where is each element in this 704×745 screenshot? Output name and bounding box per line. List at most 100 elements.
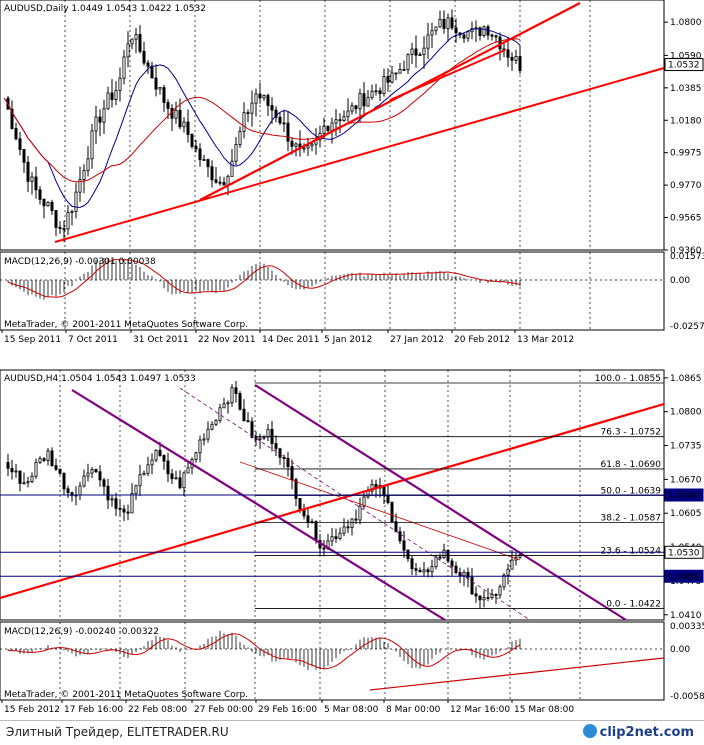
candle [394, 521, 398, 533]
candle [126, 511, 130, 514]
channel-upper [254, 384, 627, 621]
candle [26, 481, 30, 484]
candle [270, 105, 274, 111]
candle [34, 461, 38, 477]
candle [154, 77, 158, 90]
chart-header: AUDUSD,Daily 1.0449 1.0543 1.0422 1.0532 [4, 4, 206, 14]
candle [482, 597, 486, 601]
candle [226, 402, 230, 405]
fib-level-label: 38.2 - 1.0587 [601, 514, 662, 524]
candle [510, 56, 514, 61]
candle [30, 475, 34, 483]
candle [154, 449, 158, 461]
candle [186, 467, 190, 474]
candle [210, 166, 214, 181]
x-tick-label: 29 Feb 16:00 [258, 705, 317, 715]
candle [82, 170, 86, 180]
candle [422, 569, 426, 573]
candle [282, 456, 286, 459]
candle [214, 419, 218, 425]
macd-tick-label: 0.00 [670, 276, 690, 286]
candle [274, 109, 278, 118]
candle [42, 458, 46, 461]
candle [478, 595, 482, 601]
candle [186, 121, 190, 135]
candle [94, 469, 98, 473]
candle [266, 428, 270, 438]
fib-level-label: 100.0 - 1.0855 [595, 374, 661, 384]
candle [82, 475, 86, 487]
candle [498, 586, 502, 596]
macd-header: MACD(12,26,9) -0.00301 0.00038 [4, 257, 156, 267]
candle [438, 556, 442, 559]
candle [262, 95, 266, 99]
y-tick-label: 1.0605 [670, 509, 702, 519]
candle [134, 34, 138, 40]
candle [122, 508, 126, 513]
candle [86, 472, 90, 477]
candle [246, 420, 250, 423]
candle [410, 558, 414, 570]
candle [250, 421, 254, 438]
candle [26, 161, 30, 182]
candle [106, 92, 110, 110]
candle [266, 95, 270, 106]
candle [54, 210, 58, 228]
candle [34, 176, 38, 191]
candle [306, 145, 310, 149]
candle [190, 134, 194, 147]
candle [98, 471, 102, 481]
candle [222, 182, 226, 186]
candle [146, 464, 150, 474]
candle [106, 485, 110, 501]
candle [98, 116, 102, 123]
price-tag-label: 1.0484 [668, 572, 700, 582]
candle [454, 27, 458, 34]
fib-level-label: 0.0 - 1.0422 [606, 600, 661, 610]
candle [402, 540, 406, 551]
copyright-text: MetaTrader, © 2001-2011 MetaQuotes Softw… [4, 320, 248, 330]
candle [362, 93, 366, 107]
clip2net-logo: clip2net.com [582, 724, 694, 740]
candle [334, 536, 338, 539]
candle [130, 492, 134, 514]
macd-tick-label: -0.02573 [670, 322, 704, 332]
candle [198, 148, 202, 161]
candle [402, 69, 406, 71]
candle [262, 436, 266, 439]
candle [222, 403, 226, 409]
candle [166, 102, 170, 109]
candle [390, 502, 394, 523]
ma-red-line [3, 38, 521, 183]
candle [450, 17, 454, 29]
candle [502, 574, 506, 588]
candle [398, 69, 402, 74]
x-tick-label: 15 Sep 2011 [4, 335, 61, 345]
candle [358, 505, 362, 521]
y-tick-label: 1.0670 [670, 475, 702, 485]
candle [118, 77, 122, 91]
candle [178, 109, 182, 128]
candle [10, 108, 14, 129]
macd-trendline [369, 657, 665, 691]
candle [146, 62, 150, 67]
y-tick-label: 1.0735 [670, 442, 702, 452]
copyright-text: MetaTrader, © 2001-2011 MetaQuotes Softw… [4, 690, 248, 700]
candle [282, 122, 286, 125]
candle [490, 34, 494, 37]
candle [150, 459, 154, 466]
fib-level-label: 50.0 - 1.0639 [601, 487, 662, 497]
footer: Элитный Трейдер, ELITETRADER.RU clip2net… [0, 720, 704, 745]
candle [426, 569, 430, 573]
candle [370, 90, 374, 98]
candle [214, 179, 218, 183]
candle [482, 26, 486, 36]
candle [18, 138, 22, 150]
candle [110, 498, 114, 501]
candle [506, 49, 510, 58]
candle [322, 125, 326, 134]
chart-header: AUDUSD,H4 1.0504 1.0543 1.0497 1.0533 [4, 374, 196, 384]
candle [226, 175, 230, 186]
candle [506, 568, 510, 576]
candle [346, 110, 350, 118]
